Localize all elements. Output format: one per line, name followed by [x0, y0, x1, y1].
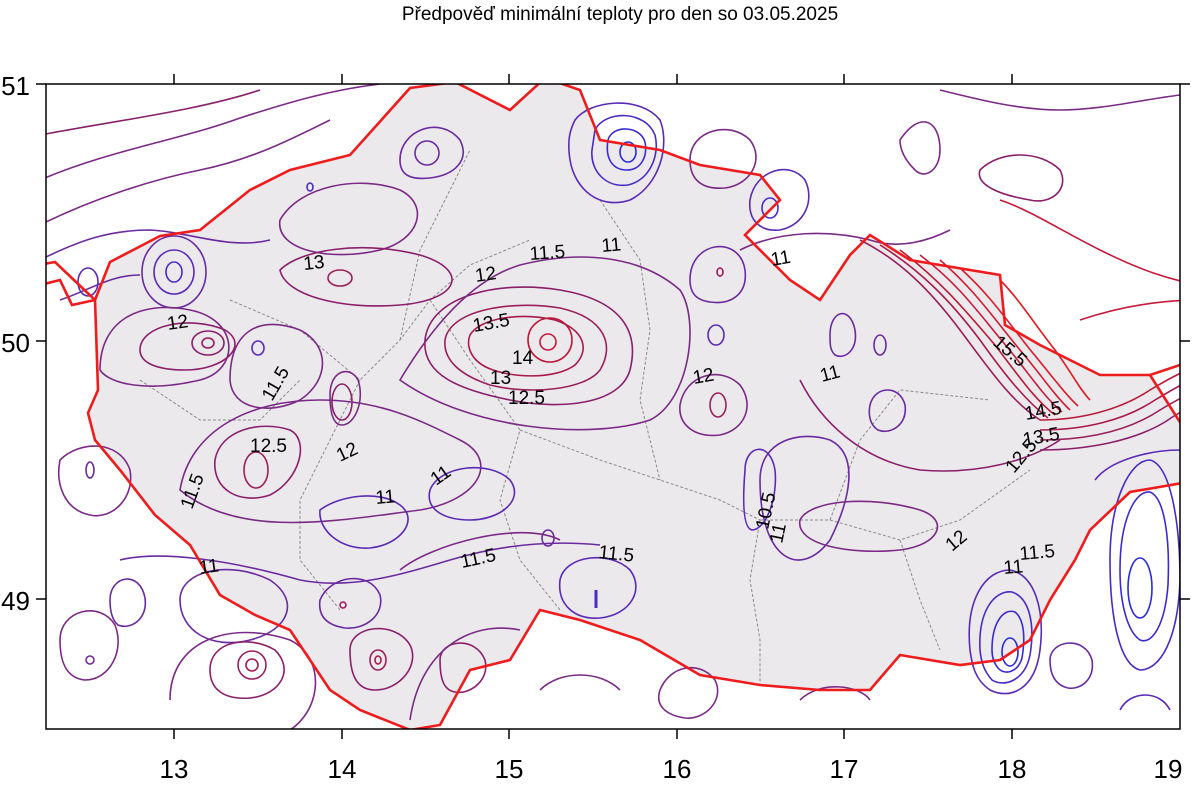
contour-label: 14	[512, 348, 534, 369]
y-axis	[36, 83, 1190, 600]
x-tick-label: 16	[663, 754, 692, 784]
x-axis	[173, 74, 1013, 739]
contour-label: 13	[490, 368, 511, 389]
contour-label: 12	[166, 311, 190, 335]
contour-label: 11	[601, 234, 622, 257]
y-tick-label: 50	[1, 328, 30, 358]
y-tick-label: 49	[1, 586, 30, 616]
contour-label: 13	[302, 252, 325, 275]
country-border-east	[1149, 363, 1180, 377]
contour-label: 12	[691, 365, 715, 389]
x-tick-label: 17	[830, 754, 859, 784]
y-tick-label: 51	[1, 71, 30, 101]
country-border-nw-spike	[46, 260, 96, 307]
contour-label: 12.5	[250, 436, 287, 457]
isotherms	[46, 84, 1180, 729]
x-tick-label: 14	[328, 754, 357, 784]
contour-label: 11	[769, 247, 792, 271]
contour-label: 11.5	[1019, 541, 1056, 565]
x-tick-label: 13	[160, 754, 189, 784]
x-tick-label: 15	[495, 754, 524, 784]
x-tick-label: 18	[998, 754, 1027, 784]
contour-label: 12	[474, 263, 498, 287]
contour-label: 11	[375, 486, 396, 509]
contour-label: 12.5	[508, 388, 545, 409]
plot-frame	[45, 83, 1181, 730]
country-fill	[88, 84, 1180, 729]
contour-label: 11.5	[529, 242, 566, 265]
contour-label: 11	[1003, 556, 1024, 579]
contour-label: 11	[766, 521, 791, 545]
map-title: Předpověď minimální teploty pro den so 0…	[401, 4, 839, 25]
contour-label: 11.5	[597, 542, 635, 567]
contour-label: 11	[198, 555, 220, 579]
x-tick-label: 19	[1154, 754, 1183, 784]
